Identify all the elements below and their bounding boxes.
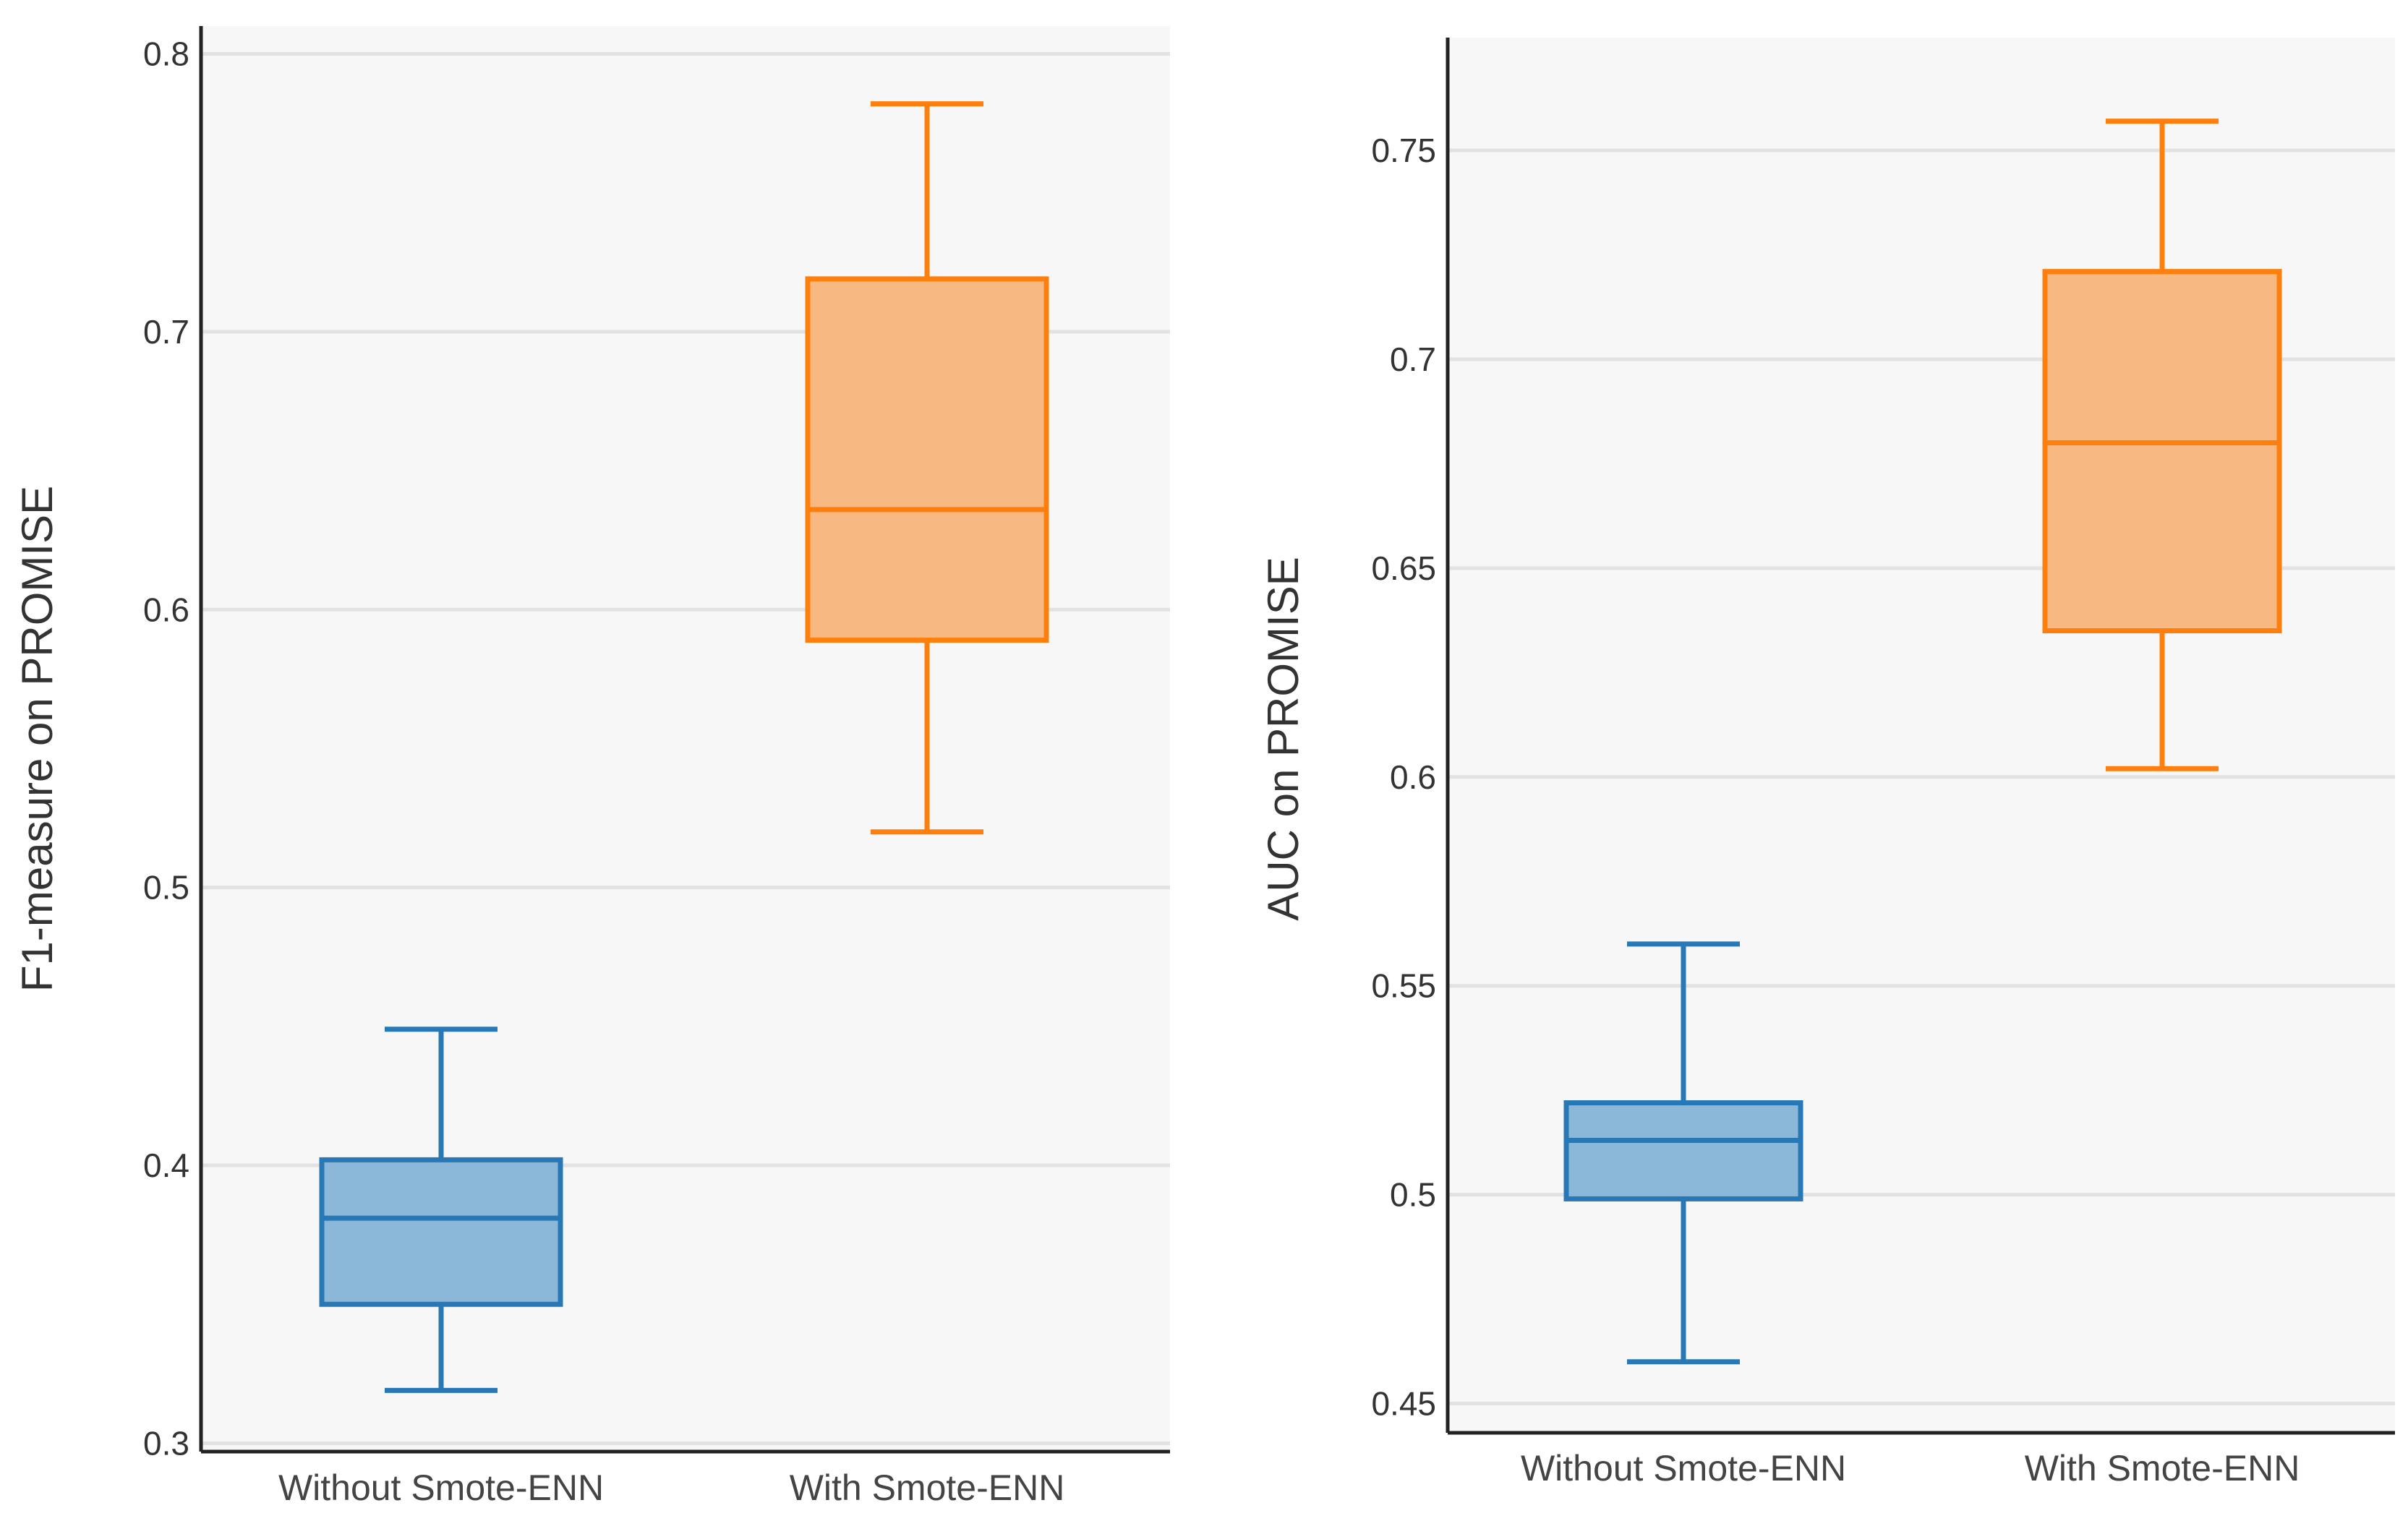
y-axis-title: F1-measure on PROMISE (13, 486, 61, 992)
y-tick-label: 0.4 (143, 1147, 189, 1184)
y-tick-label: 0.6 (143, 591, 189, 628)
x-category-label: Without Smote-ENN (278, 1468, 604, 1508)
iqr-box (805, 276, 1049, 643)
box-with-smote-enn (805, 101, 1049, 835)
x-category-label: With Smote-ENN (2025, 1448, 2300, 1488)
y-tick-label: 0.55 (1371, 967, 1436, 1005)
x-category-label: With Smote-ENN (790, 1468, 1065, 1508)
y-tick-label: 0.5 (143, 869, 189, 907)
iqr-box (2042, 269, 2282, 634)
box-without-smote-enn (1563, 941, 1803, 1365)
f1-chart: 0.3 0.4 0.5 0.6 0.7 0.8 F1-measure on PROMISE W… (13, 26, 1170, 1508)
y-axis-title: AUC on PROMISE (1259, 557, 1307, 920)
y-tick-label: 0.7 (143, 313, 189, 351)
y-tick-label: 0.65 (1371, 549, 1436, 587)
y-tick-label: 0.5 (1390, 1176, 1436, 1214)
auc-chart: 0.45 0.5 0.55 0.6 0.65 0.7 0.75 AUC on PROMISE W… (1259, 38, 2395, 1488)
y-tick-label: 0.75 (1371, 132, 1436, 169)
y-tick-label: 0.6 (1390, 758, 1436, 796)
iqr-box (319, 1157, 563, 1307)
y-tick-label: 0.7 (1390, 340, 1436, 378)
y-tick-label: 0.3 (143, 1424, 189, 1462)
box-without-smote-enn (319, 1027, 563, 1393)
plot-area (1448, 38, 2395, 1433)
iqr-box (1563, 1100, 1803, 1201)
y-tick-label: 0.8 (143, 35, 189, 72)
box-with-smote-enn (2042, 119, 2282, 771)
x-category-label: Without Smote-ENN (1521, 1448, 1846, 1488)
y-tick-label: 0.45 (1371, 1385, 1436, 1423)
